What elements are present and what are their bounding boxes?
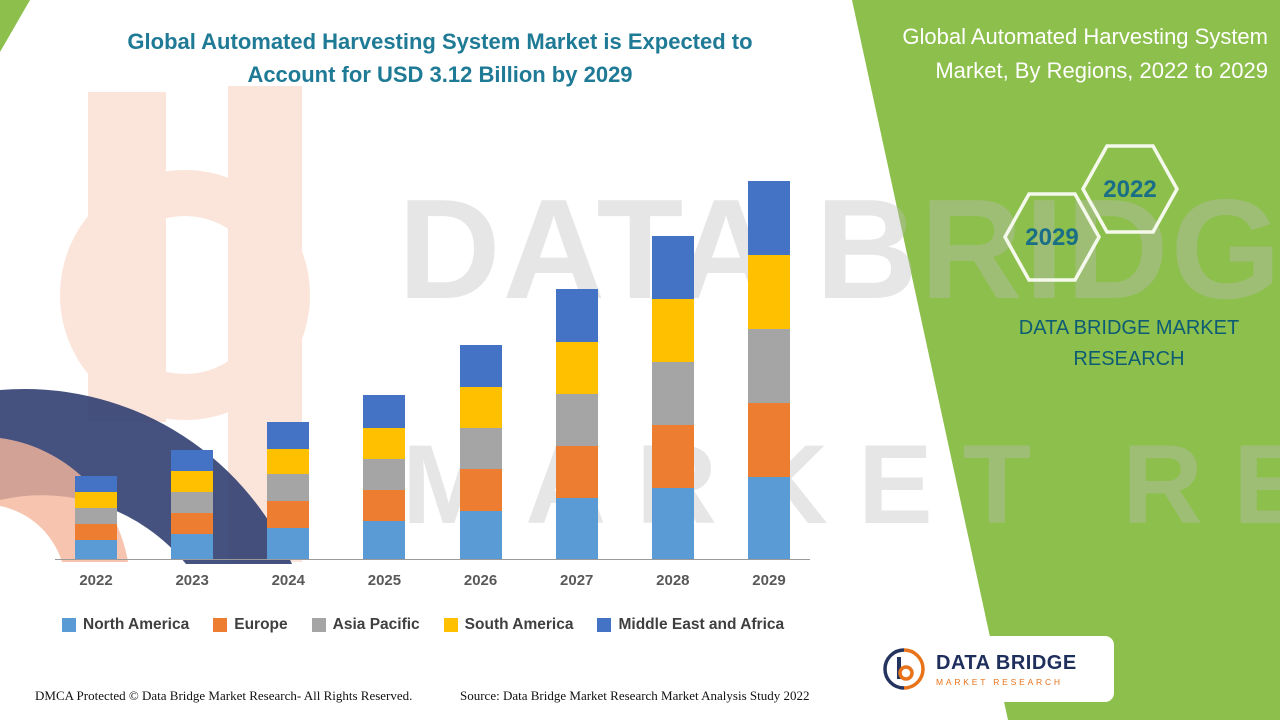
bar-segment-2027-europe — [555, 446, 598, 498]
bar-segment-2023-europe — [171, 513, 214, 534]
bar-segment-2024-south-america — [267, 449, 310, 474]
footer: DMCA Protected © Data Bridge Market Rese… — [0, 676, 860, 720]
bar-2022 — [75, 476, 117, 559]
x-axis-label-2028: 2028 — [656, 572, 690, 589]
legend-item-middle-east-and-africa: Middle East and Africa — [597, 616, 784, 634]
x-axis-label-2024: 2024 — [271, 572, 305, 589]
bar-segment-2025-asia-pacific — [363, 459, 406, 490]
footer-dmca-text: DMCA Protected © Data Bridge Market Rese… — [35, 688, 413, 703]
bar-segment-2025-middle-east-and-africa — [363, 395, 406, 428]
bar-segment-2029-asia-pacific — [747, 329, 790, 403]
bar-segment-2026-asia-pacific — [459, 428, 502, 469]
bar-segment-2023-asia-pacific — [171, 492, 214, 513]
x-axis-label-2027: 2027 — [560, 572, 594, 589]
x-axis-label-2022: 2022 — [79, 572, 113, 589]
bar-segment-2025-europe — [363, 490, 406, 521]
bar-segment-2025-south-america — [363, 428, 406, 459]
x-axis-label-2023: 2023 — [175, 572, 209, 589]
logo-name: DATA BRIDGE — [936, 651, 1077, 674]
data-bridge-logo-icon — [883, 648, 925, 690]
bar-segment-2024-asia-pacific — [267, 474, 310, 501]
bar-segment-2022-asia-pacific — [75, 508, 117, 524]
legend-item-asia-pacific: Asia Pacific — [311, 616, 420, 634]
bar-segment-2026-north-america — [459, 511, 502, 559]
bar-segment-2027-asia-pacific — [555, 394, 598, 446]
chart-plot — [55, 175, 810, 560]
hexagon-2029: 2029 — [1002, 192, 1102, 282]
x-axis-label-2029: 2029 — [752, 572, 786, 589]
chart-legend: North America Europe Asia Pacific South Ame… — [62, 616, 784, 634]
legend-item-europe: Europe — [213, 616, 288, 634]
bar-segment-2028-asia-pacific — [651, 362, 694, 425]
logo-text-block: DATA BRIDGE MARKET RESEARCH — [936, 652, 1077, 687]
legend-swatch-icon — [597, 618, 612, 632]
bar-segment-2028-south-america — [651, 299, 694, 362]
legend-swatch-icon — [213, 618, 228, 632]
chart-x-labels: 2022 2023 2024 2025 2026 2027 2028 2029 — [55, 572, 810, 589]
bar-segment-2024-middle-east-and-africa — [267, 422, 310, 449]
x-axis-label-2025: 2025 — [367, 572, 402, 589]
bar-segment-2028-north-america — [651, 488, 694, 559]
chart-title-line2: Account for USD 3.12 Billion by 2029 — [247, 62, 633, 87]
legend-label: North America — [83, 616, 190, 633]
bar-segment-2029-north-america — [747, 477, 790, 559]
right-panel-title: Global Automated Harvesting System Marke… — [902, 24, 1268, 83]
bar-2028 — [651, 236, 694, 559]
bar-segment-2022-middle-east-and-africa — [75, 476, 117, 492]
legend-label: Asia Pacific — [332, 616, 420, 633]
bar-segment-2028-middle-east-and-africa — [651, 236, 694, 299]
bar-segment-2025-north-america — [363, 521, 406, 559]
bar-segment-2022-south-america — [75, 492, 117, 508]
legend-swatch-icon — [311, 618, 326, 632]
legend-label: Europe — [234, 616, 288, 633]
bar-segment-2029-europe — [747, 403, 790, 477]
bar-segment-2022-north-america — [75, 540, 117, 559]
logo-tagline: MARKET RESEARCH — [936, 676, 1063, 687]
legend-swatch-icon — [443, 618, 458, 632]
bar-segment-2027-south-america — [555, 342, 598, 394]
bar-segment-2023-south-america — [171, 471, 214, 492]
bar-2024 — [267, 422, 310, 559]
legend-item-north-america: North America — [62, 616, 189, 634]
bar-segment-2029-south-america — [747, 255, 790, 329]
logo-card: DATA BRIDGE MARKET RESEARCH — [868, 636, 1114, 702]
bar-2026 — [459, 345, 502, 559]
legend-item-south-america: South America — [443, 616, 574, 634]
bar-segment-2026-europe — [459, 469, 502, 511]
bar-segment-2027-middle-east-and-africa — [555, 289, 598, 342]
bar-segment-2024-europe — [267, 501, 310, 528]
bar-2029 — [747, 181, 790, 559]
bar-segment-2029-middle-east-and-africa — [747, 181, 790, 255]
bar-2025 — [363, 395, 406, 559]
footer-source-text: Source: Data Bridge Market Research Mark… — [460, 688, 810, 703]
bar-segment-2023-middle-east-and-africa — [171, 450, 214, 471]
hexagon-2022-label: 2022 — [1103, 176, 1156, 203]
bar-segment-2023-north-america — [171, 534, 214, 559]
hexagon-2029-label: 2029 — [1025, 224, 1078, 251]
brand-text: DATA BRIDGE MARKET RESEARCH — [1018, 317, 1240, 370]
bar-segment-2026-middle-east-and-africa — [459, 345, 502, 387]
corner-accent-triangle — [0, 0, 30, 52]
bar-2027 — [555, 289, 598, 559]
bar-segment-2022-europe — [75, 524, 117, 540]
chart-title: Global Automated Harvesting System Marke… — [100, 25, 780, 91]
hexagon-2022: 2022 — [1080, 144, 1180, 234]
legend-label: Middle East and Africa — [618, 616, 785, 633]
x-axis-label-2026: 2026 — [463, 572, 498, 589]
bar-segment-2027-north-america — [555, 498, 598, 559]
legend-label: South America — [464, 616, 574, 633]
bar-2023 — [171, 450, 214, 559]
bar-segment-2024-north-america — [267, 528, 310, 559]
bar-segment-2028-europe — [651, 425, 694, 488]
chart-title-line1: Global Automated Harvesting System Marke… — [127, 29, 753, 54]
bar-segment-2026-south-america — [459, 387, 502, 428]
legend-swatch-icon — [62, 618, 76, 632]
